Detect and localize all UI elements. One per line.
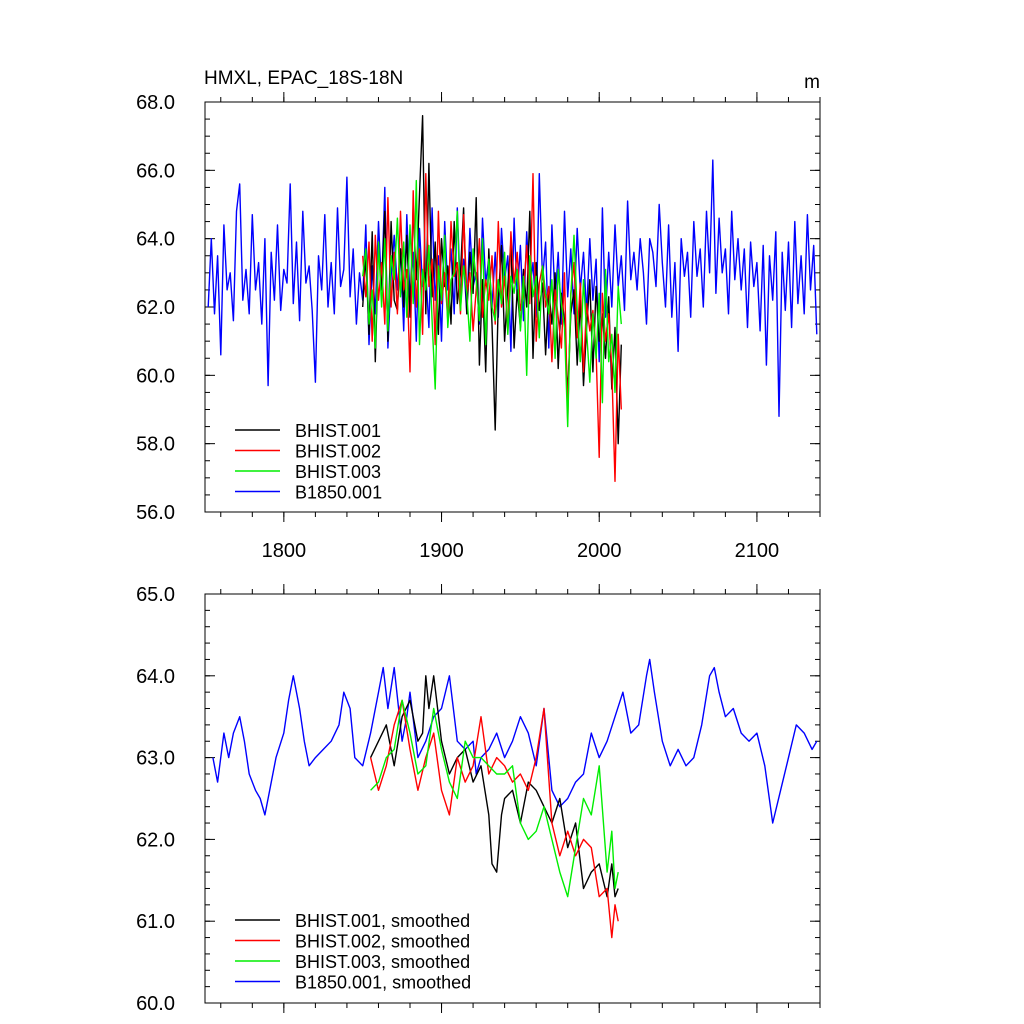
y-tick-label: 62.0: [136, 829, 175, 851]
top-tick-labels: 56.0 58.0 60.0 62.0 64.0 66.0 68.0 1800 1900 2000…: [136, 92, 779, 562]
legend-label: B1850.001: [295, 483, 382, 503]
y-tick-label: 56.0: [136, 502, 175, 524]
legend-label: BHIST.002, smoothed: [295, 932, 470, 952]
bottom-tick-labels: 60.0 61.0 62.0 63.0 64.0 65.0: [136, 584, 175, 1015]
series-line-bhist-001: [369, 675, 619, 898]
x-tick-label: 1800: [262, 540, 307, 562]
series-line-bhist-001: [362, 114, 622, 445]
panel-title: HMXL, EPAC_18S-18N: [204, 68, 403, 89]
legend-label: B1850.001, smoothed: [295, 973, 471, 993]
series-line-bhist-003: [370, 699, 619, 898]
x-tick-label: 2100: [735, 540, 780, 562]
legend-label: BHIST.001: [295, 421, 381, 441]
series-line-bhist-002: [369, 699, 619, 939]
x-tick-label: 1900: [419, 540, 464, 562]
y-tick-label: 64.0: [136, 666, 175, 688]
y-tick-label: 61.0: [136, 911, 175, 933]
x-tick-label: 2000: [577, 540, 622, 562]
legend-label: BHIST.003: [295, 462, 381, 482]
top-plot-frame: [204, 101, 821, 513]
units-label: m: [804, 72, 820, 93]
y-tick-label: 60.0: [136, 993, 175, 1015]
y-tick-label: 63.0: [136, 748, 175, 770]
top-panel: HMXL, EPAC_18S-18N m 56.0 58.0 60.0 62.0 64.…: [136, 68, 821, 562]
legend-label: BHIST.003, smoothed: [295, 952, 470, 972]
y-tick-label: 64.0: [136, 229, 175, 251]
legend-label: BHIST.001, smoothed: [295, 911, 470, 931]
legend-label: BHIST.002: [295, 442, 381, 462]
bottom-panel: 60.0 61.0 62.0 63.0 64.0 65.0 BHIST.001, smoo…: [136, 584, 821, 1015]
y-tick-label: 60.0: [136, 365, 175, 387]
y-tick-label: 66.0: [136, 160, 175, 182]
bottom-series: [212, 658, 818, 939]
series-line-b1850-001: [212, 658, 818, 824]
bottom-plot-frame: [204, 593, 821, 1004]
y-tick-label: 68.0: [136, 92, 175, 114]
series-line-bhist-003: [362, 179, 622, 428]
top-series: [207, 114, 818, 482]
y-tick-label: 58.0: [136, 434, 175, 456]
y-tick-label: 65.0: [136, 584, 175, 606]
y-tick-label: 62.0: [136, 297, 175, 319]
